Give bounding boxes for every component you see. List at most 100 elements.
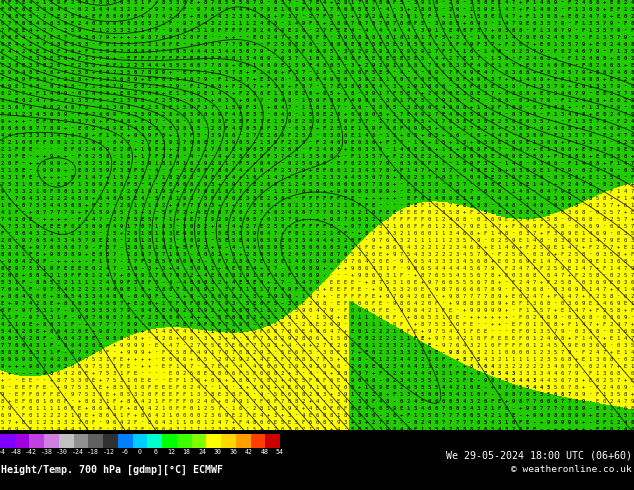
Text: 7: 7 <box>567 371 571 376</box>
Text: 3: 3 <box>147 266 151 270</box>
Text: 3: 3 <box>56 83 60 89</box>
Text: -: - <box>547 238 550 243</box>
Text: F: F <box>330 196 333 200</box>
Text: 4: 4 <box>84 21 87 25</box>
Text: 7: 7 <box>574 294 578 298</box>
Text: 8: 8 <box>238 112 242 117</box>
Text: 6: 6 <box>15 76 18 81</box>
Text: E: E <box>70 174 74 180</box>
Text: 8: 8 <box>315 427 319 432</box>
Text: E: E <box>526 63 529 68</box>
Text: 8: 8 <box>406 14 410 19</box>
Text: 8: 8 <box>84 399 87 404</box>
Text: -: - <box>547 287 550 292</box>
Text: 0: 0 <box>238 350 242 355</box>
Text: 2: 2 <box>385 364 389 368</box>
Text: 6: 6 <box>462 104 465 110</box>
Text: 1: 1 <box>595 301 598 306</box>
Text: E: E <box>112 147 115 151</box>
Text: 1: 1 <box>162 406 165 411</box>
Text: 9: 9 <box>567 196 571 200</box>
Text: 4: 4 <box>63 329 67 334</box>
Text: 1: 1 <box>15 174 18 180</box>
Text: 2: 2 <box>91 153 94 159</box>
Text: +: + <box>259 266 262 270</box>
Text: F: F <box>22 14 25 19</box>
Text: 1: 1 <box>512 357 515 362</box>
Text: 3: 3 <box>217 70 221 74</box>
Text: 1: 1 <box>448 133 451 138</box>
Text: -: - <box>630 385 633 390</box>
Text: F: F <box>519 420 522 425</box>
Text: +: + <box>259 83 262 89</box>
Text: F: F <box>308 378 312 383</box>
Text: 7: 7 <box>231 98 235 102</box>
Text: 3: 3 <box>315 202 319 208</box>
Text: +: + <box>259 294 262 298</box>
Text: 9: 9 <box>42 168 46 172</box>
Text: -: - <box>217 34 221 40</box>
Text: 4: 4 <box>280 104 283 110</box>
Text: +: + <box>42 217 46 221</box>
Text: 4: 4 <box>378 83 382 89</box>
Text: 0: 0 <box>420 343 424 348</box>
Text: 0: 0 <box>602 315 605 319</box>
Text: 2: 2 <box>308 14 312 19</box>
Text: E: E <box>287 350 290 355</box>
Text: 8: 8 <box>56 42 60 47</box>
Text: 2: 2 <box>105 238 108 243</box>
Text: 2: 2 <box>176 6 179 11</box>
Text: 6: 6 <box>1 55 4 61</box>
Text: 2: 2 <box>434 210 437 215</box>
Text: 4: 4 <box>56 427 60 432</box>
Text: 5: 5 <box>197 133 200 138</box>
Text: 5: 5 <box>512 252 515 257</box>
Text: 3: 3 <box>434 371 437 376</box>
Text: F: F <box>238 420 242 425</box>
Text: 1: 1 <box>176 140 179 145</box>
Text: 1: 1 <box>392 147 396 151</box>
Text: 1: 1 <box>308 427 312 432</box>
Text: 6: 6 <box>413 161 417 166</box>
Text: 6: 6 <box>224 147 228 151</box>
Text: 4: 4 <box>505 245 508 249</box>
Text: 8: 8 <box>469 427 472 432</box>
Text: 6: 6 <box>344 76 347 81</box>
Text: 9: 9 <box>119 280 122 285</box>
Text: 9: 9 <box>49 153 53 159</box>
Text: 7: 7 <box>273 266 276 270</box>
Text: -: - <box>273 55 276 61</box>
Text: 1: 1 <box>63 231 67 236</box>
Text: 8: 8 <box>56 378 60 383</box>
Text: 1: 1 <box>197 202 200 208</box>
Text: 7: 7 <box>42 34 46 40</box>
Text: 1: 1 <box>462 329 465 334</box>
Text: F: F <box>15 21 18 25</box>
Text: 3: 3 <box>351 63 354 68</box>
Text: 0: 0 <box>112 14 115 19</box>
Text: 2: 2 <box>133 112 136 117</box>
Text: 4: 4 <box>505 21 508 25</box>
Text: 0: 0 <box>455 104 458 110</box>
Text: 4: 4 <box>70 336 74 341</box>
Text: 7: 7 <box>1 287 4 292</box>
Text: 9: 9 <box>245 42 249 47</box>
Text: -: - <box>512 196 515 200</box>
Text: 7: 7 <box>574 42 578 47</box>
Text: F: F <box>358 294 361 298</box>
Text: 3: 3 <box>22 223 25 229</box>
Text: E: E <box>490 245 494 249</box>
Text: 2: 2 <box>581 272 585 278</box>
Text: 3: 3 <box>602 371 605 376</box>
Text: F: F <box>351 153 354 159</box>
Text: +: + <box>49 217 53 221</box>
Text: -: - <box>308 70 312 74</box>
Text: F: F <box>176 55 179 61</box>
Text: +: + <box>8 119 11 123</box>
Text: 2: 2 <box>365 252 368 257</box>
Text: 3: 3 <box>427 70 430 74</box>
Text: 1: 1 <box>498 63 501 68</box>
Text: 4: 4 <box>56 202 60 208</box>
Text: 4: 4 <box>49 91 53 96</box>
Text: 1: 1 <box>98 76 101 81</box>
